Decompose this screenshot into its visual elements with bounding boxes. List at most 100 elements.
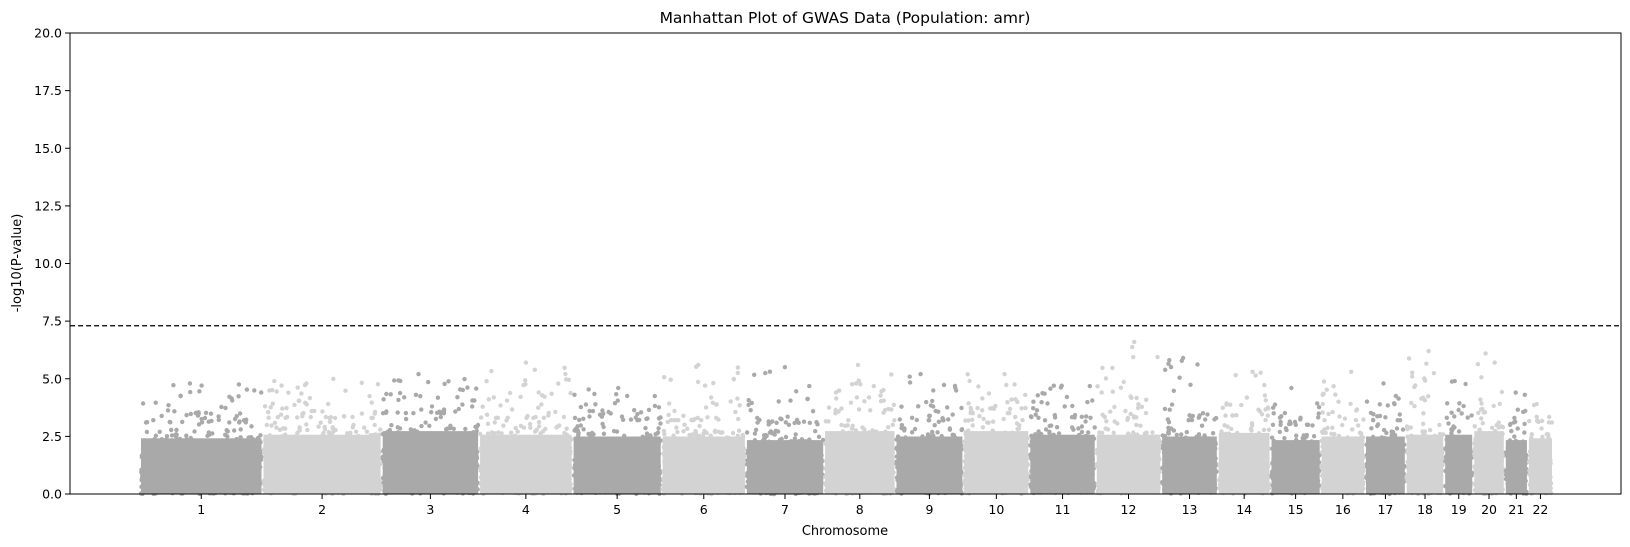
snp-point	[429, 467, 434, 472]
snp-point	[316, 448, 322, 454]
chromosome-7-points	[744, 365, 826, 497]
snp-point	[217, 441, 222, 446]
snp-point	[879, 389, 884, 394]
snp-point	[608, 468, 613, 473]
snp-point	[466, 457, 471, 462]
snp-point	[164, 470, 169, 475]
snp-point	[978, 444, 984, 450]
snp-point	[312, 484, 317, 489]
snp-point	[409, 473, 414, 479]
snp-point	[499, 431, 504, 436]
snp-point	[924, 399, 929, 405]
snp-point	[1054, 425, 1060, 430]
snp-point	[739, 478, 745, 484]
snp-point	[311, 473, 316, 479]
snp-point	[675, 472, 680, 477]
snp-point	[348, 430, 353, 435]
snp-point	[486, 439, 491, 445]
snp-point	[949, 458, 955, 463]
snp-point	[575, 424, 580, 429]
snp-point	[244, 417, 249, 422]
snp-point	[547, 463, 552, 468]
snp-point	[831, 483, 837, 488]
snp-point	[524, 477, 529, 482]
snp-point	[587, 414, 592, 419]
snp-point	[916, 462, 921, 467]
snp-point	[751, 490, 756, 495]
snp-point	[456, 449, 461, 454]
snp-point	[724, 453, 729, 458]
snp-point	[287, 488, 292, 493]
snp-point	[393, 489, 398, 494]
snp-point	[252, 388, 257, 393]
snp-point	[242, 491, 247, 496]
snp-point	[272, 420, 278, 425]
snp-point	[810, 489, 815, 495]
snp-point	[931, 458, 936, 463]
snp-point	[594, 483, 599, 488]
snp-point	[753, 475, 759, 480]
snp-point	[392, 458, 397, 463]
snp-point	[1003, 446, 1008, 452]
snp-point	[824, 463, 830, 468]
snp-point	[702, 450, 708, 455]
snp-point	[525, 413, 530, 419]
snp-point	[723, 488, 728, 493]
snp-point	[590, 441, 596, 446]
snp-point	[460, 402, 465, 407]
snp-point	[740, 446, 746, 452]
snp-point	[203, 468, 208, 473]
snp-point	[264, 470, 269, 475]
snp-point	[382, 488, 387, 494]
snp-point	[772, 488, 777, 493]
snp-point	[866, 466, 872, 471]
snp-point	[512, 478, 517, 483]
snp-point	[564, 426, 569, 431]
snp-point	[755, 420, 760, 425]
snp-point	[963, 477, 969, 482]
snp-point	[448, 425, 453, 430]
snp-point	[863, 470, 868, 476]
snp-point	[421, 435, 426, 440]
snp-point	[378, 481, 383, 486]
snp-point	[699, 465, 705, 471]
snp-point	[836, 409, 841, 414]
snp-point	[423, 420, 428, 425]
snp-point	[231, 484, 236, 489]
snp-point	[392, 463, 397, 468]
snp-point	[574, 449, 580, 454]
snp-point	[932, 489, 937, 495]
snp-point	[975, 487, 980, 493]
snp-point	[509, 445, 515, 450]
snp-point	[360, 453, 366, 459]
snp-point	[991, 460, 996, 465]
snp-point	[434, 488, 439, 493]
snp-point	[953, 477, 958, 482]
snp-point	[511, 441, 516, 446]
snp-point	[159, 437, 164, 442]
snp-point	[931, 404, 936, 409]
snp-point	[312, 457, 317, 462]
snp-point	[720, 461, 725, 467]
snp-point	[428, 458, 434, 464]
snp-point	[383, 434, 388, 440]
snp-point	[165, 489, 171, 495]
snp-point	[319, 443, 325, 449]
snp-point	[832, 464, 838, 469]
snp-point	[465, 437, 471, 442]
snp-point	[763, 442, 768, 447]
snp-point	[789, 449, 795, 454]
snp-point	[753, 427, 759, 432]
snp-point	[441, 409, 447, 414]
snp-point	[202, 474, 207, 479]
snp-point	[967, 462, 972, 467]
snp-point	[485, 421, 491, 426]
snp-point	[418, 485, 423, 491]
snp-point	[1087, 452, 1092, 457]
snp-point	[292, 402, 297, 408]
snp-point	[345, 483, 350, 489]
snp-point	[628, 468, 633, 474]
snp-point	[407, 433, 412, 438]
snp-point	[595, 456, 600, 461]
snp-point	[620, 472, 625, 477]
